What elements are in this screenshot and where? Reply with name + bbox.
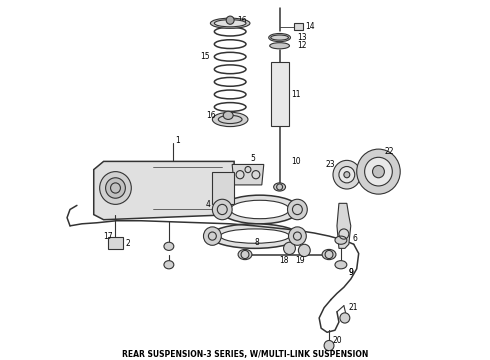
Circle shape [298, 244, 310, 257]
Text: 15: 15 [200, 52, 210, 61]
Circle shape [339, 167, 355, 183]
Text: 16: 16 [237, 16, 247, 25]
Text: 20: 20 [332, 336, 342, 345]
Ellipse shape [220, 195, 299, 224]
Ellipse shape [223, 111, 233, 120]
Text: 12: 12 [297, 41, 307, 50]
Text: 5: 5 [250, 154, 255, 163]
Text: 6: 6 [353, 234, 358, 243]
Text: 21: 21 [349, 303, 358, 312]
Text: 16: 16 [206, 111, 216, 120]
Ellipse shape [270, 43, 290, 49]
Ellipse shape [164, 242, 174, 251]
Text: 2: 2 [125, 239, 130, 248]
Ellipse shape [269, 33, 291, 42]
Ellipse shape [210, 224, 299, 248]
Polygon shape [337, 203, 351, 248]
Circle shape [340, 313, 350, 323]
Text: 9: 9 [349, 269, 354, 278]
Circle shape [357, 149, 400, 194]
Ellipse shape [210, 18, 250, 28]
Ellipse shape [164, 261, 174, 269]
Polygon shape [94, 161, 234, 220]
Circle shape [333, 160, 361, 189]
Text: REAR SUSPENSION-3 SERIES, W/MULTI-LINK SUSPENSION: REAR SUSPENSION-3 SERIES, W/MULTI-LINK S… [122, 350, 368, 359]
Circle shape [212, 199, 232, 220]
Bar [212, 172, 234, 204]
Polygon shape [232, 165, 264, 185]
Text: 9: 9 [349, 269, 354, 278]
Bar [270, 62, 289, 126]
Text: 11: 11 [292, 90, 301, 99]
Circle shape [203, 227, 221, 245]
Ellipse shape [274, 183, 286, 191]
Ellipse shape [335, 261, 347, 269]
Text: 1: 1 [175, 136, 179, 145]
Circle shape [372, 166, 384, 178]
Text: 8: 8 [255, 238, 260, 247]
Text: 14: 14 [305, 22, 315, 31]
Circle shape [365, 157, 392, 186]
Ellipse shape [220, 229, 290, 243]
Bar [108, 237, 123, 249]
Circle shape [99, 172, 131, 204]
Text: 10: 10 [292, 157, 301, 166]
Ellipse shape [230, 200, 290, 219]
Circle shape [288, 199, 307, 220]
Circle shape [344, 172, 350, 178]
Ellipse shape [238, 249, 252, 260]
Text: 22: 22 [384, 147, 394, 156]
Text: 13: 13 [297, 33, 307, 42]
Bar [294, 23, 303, 30]
Circle shape [226, 16, 234, 24]
Text: 3: 3 [245, 250, 250, 259]
Ellipse shape [335, 236, 347, 244]
Text: 4: 4 [205, 200, 210, 209]
Text: 19: 19 [295, 256, 305, 265]
Text: 23: 23 [325, 160, 335, 169]
Text: 18: 18 [280, 256, 289, 265]
Circle shape [106, 178, 125, 198]
Circle shape [289, 227, 306, 245]
Circle shape [284, 242, 295, 255]
Ellipse shape [322, 249, 336, 260]
Circle shape [324, 341, 334, 351]
Ellipse shape [212, 112, 248, 127]
Ellipse shape [214, 20, 246, 27]
Text: 17: 17 [103, 231, 113, 240]
